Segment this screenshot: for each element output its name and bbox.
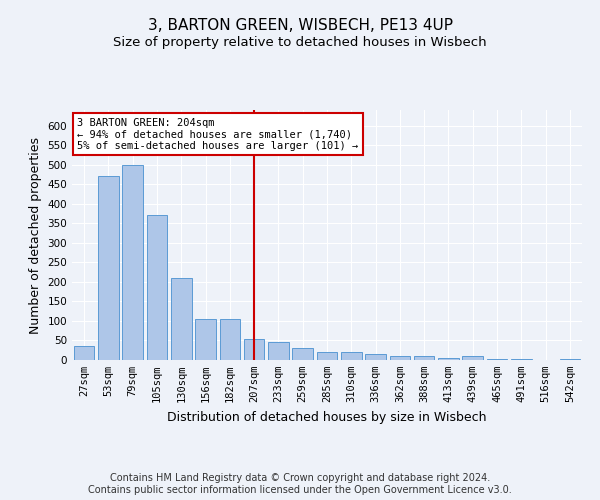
Bar <box>487 359 508 360</box>
Text: Contains HM Land Registry data © Crown copyright and database right 2024.
Contai: Contains HM Land Registry data © Crown c… <box>88 474 512 495</box>
Bar <box>195 319 216 360</box>
Bar <box>438 358 459 360</box>
Bar <box>341 352 362 360</box>
Bar <box>414 356 434 360</box>
Bar <box>122 164 143 360</box>
X-axis label: Distribution of detached houses by size in Wisbech: Distribution of detached houses by size … <box>167 410 487 424</box>
Bar <box>463 356 483 360</box>
Text: 3, BARTON GREEN, WISBECH, PE13 4UP: 3, BARTON GREEN, WISBECH, PE13 4UP <box>148 18 452 32</box>
Y-axis label: Number of detached properties: Number of detached properties <box>29 136 42 334</box>
Bar <box>560 359 580 360</box>
Bar <box>365 354 386 360</box>
Bar <box>317 352 337 360</box>
Bar <box>171 278 191 360</box>
Text: Size of property relative to detached houses in Wisbech: Size of property relative to detached ho… <box>113 36 487 49</box>
Bar <box>74 346 94 360</box>
Bar <box>244 338 265 360</box>
Bar <box>220 319 240 360</box>
Bar <box>268 342 289 360</box>
Bar <box>98 176 119 360</box>
Bar <box>389 356 410 360</box>
Bar <box>511 359 532 360</box>
Bar <box>292 348 313 360</box>
Text: 3 BARTON GREEN: 204sqm
← 94% of detached houses are smaller (1,740)
5% of semi-d: 3 BARTON GREEN: 204sqm ← 94% of detached… <box>77 118 358 150</box>
Bar <box>146 216 167 360</box>
